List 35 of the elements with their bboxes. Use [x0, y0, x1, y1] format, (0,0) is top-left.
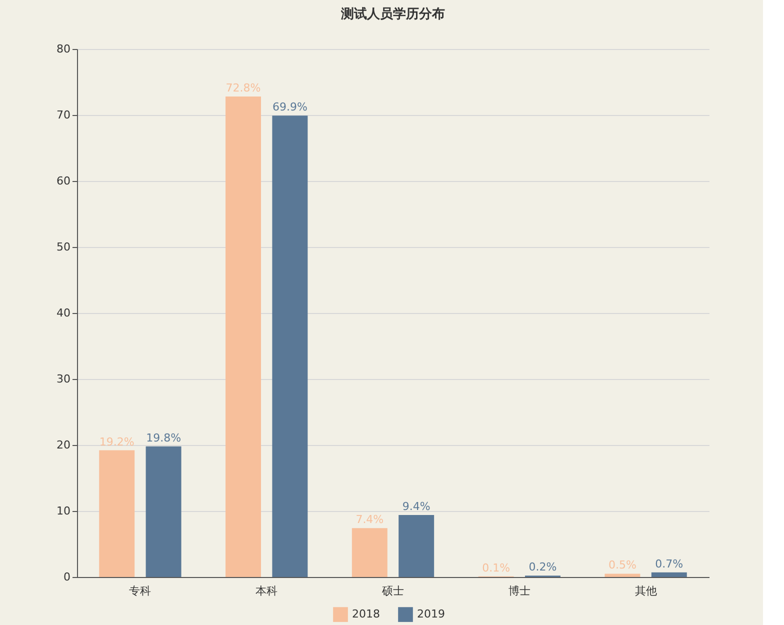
bar: [398, 514, 434, 577]
y-tick-label: 40: [56, 306, 70, 320]
data-label: 9.4%: [402, 500, 430, 513]
y-tick-label: 60: [56, 174, 70, 188]
y-tick-label: 80: [56, 42, 70, 56]
y-tick-label: 70: [56, 108, 70, 122]
bar: [226, 96, 261, 577]
data-label: 0.2%: [528, 560, 557, 574]
y-tick-label: 50: [56, 240, 70, 254]
data-label: 72.8%: [226, 82, 261, 95]
data-label: 0.1%: [482, 561, 510, 574]
bar: [352, 528, 388, 577]
bar: [604, 574, 640, 577]
chart-title: 测试人员学历分布: [340, 6, 445, 22]
x-tick-label: 博士: [508, 584, 530, 598]
data-label: 7.4%: [356, 513, 384, 526]
data-label: 0.5%: [608, 558, 636, 572]
x-tick-label: 本科: [256, 584, 278, 598]
y-tick-label: 0: [64, 570, 70, 584]
data-label: 19.2%: [99, 435, 134, 448]
x-tick-label: 专科: [129, 584, 152, 598]
legend-label: 2018: [352, 608, 380, 621]
bar: [272, 116, 308, 577]
bar: [651, 572, 687, 577]
y-tick-label: 10: [56, 504, 70, 518]
x-tick-label: 其他: [634, 584, 657, 598]
y-tick-label: 30: [56, 372, 70, 386]
bar: [146, 446, 182, 577]
data-label: 19.8%: [146, 431, 182, 444]
legend-label: 2019: [417, 608, 445, 621]
y-tick-label: 20: [56, 438, 70, 452]
x-tick-label: 硕士: [381, 584, 404, 598]
data-label: 69.9%: [272, 100, 308, 114]
data-label: 0.7%: [655, 557, 684, 570]
bar: [99, 450, 135, 577]
